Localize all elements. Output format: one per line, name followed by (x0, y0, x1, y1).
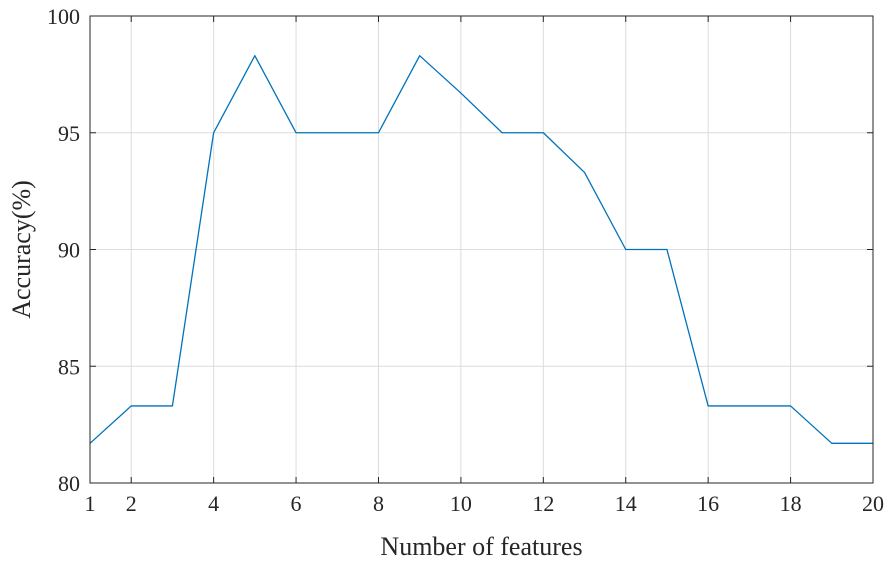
x-tick-label: 2 (126, 491, 137, 516)
x-tick-label: 4 (208, 491, 219, 516)
y-tick-label: 100 (47, 4, 80, 29)
x-tick-label: 8 (373, 491, 384, 516)
x-tick-label: 12 (532, 491, 554, 516)
y-tick-label: 85 (58, 354, 80, 379)
y-tick-label: 90 (58, 238, 80, 263)
grid (90, 16, 873, 483)
y-tick-label: 95 (58, 121, 80, 146)
y-axis-title: Accuracy(%) (7, 180, 36, 319)
x-tick-label: 16 (697, 491, 719, 516)
y-tick-label: 80 (58, 471, 80, 496)
x-tick-label: 10 (450, 491, 472, 516)
x-axis-title: Number of features (380, 532, 582, 561)
x-tick-label: 14 (615, 491, 637, 516)
x-tick-label: 20 (862, 491, 884, 516)
x-tick-label: 1 (85, 491, 96, 516)
x-tick-label: 18 (780, 491, 802, 516)
x-tick-label: 6 (291, 491, 302, 516)
